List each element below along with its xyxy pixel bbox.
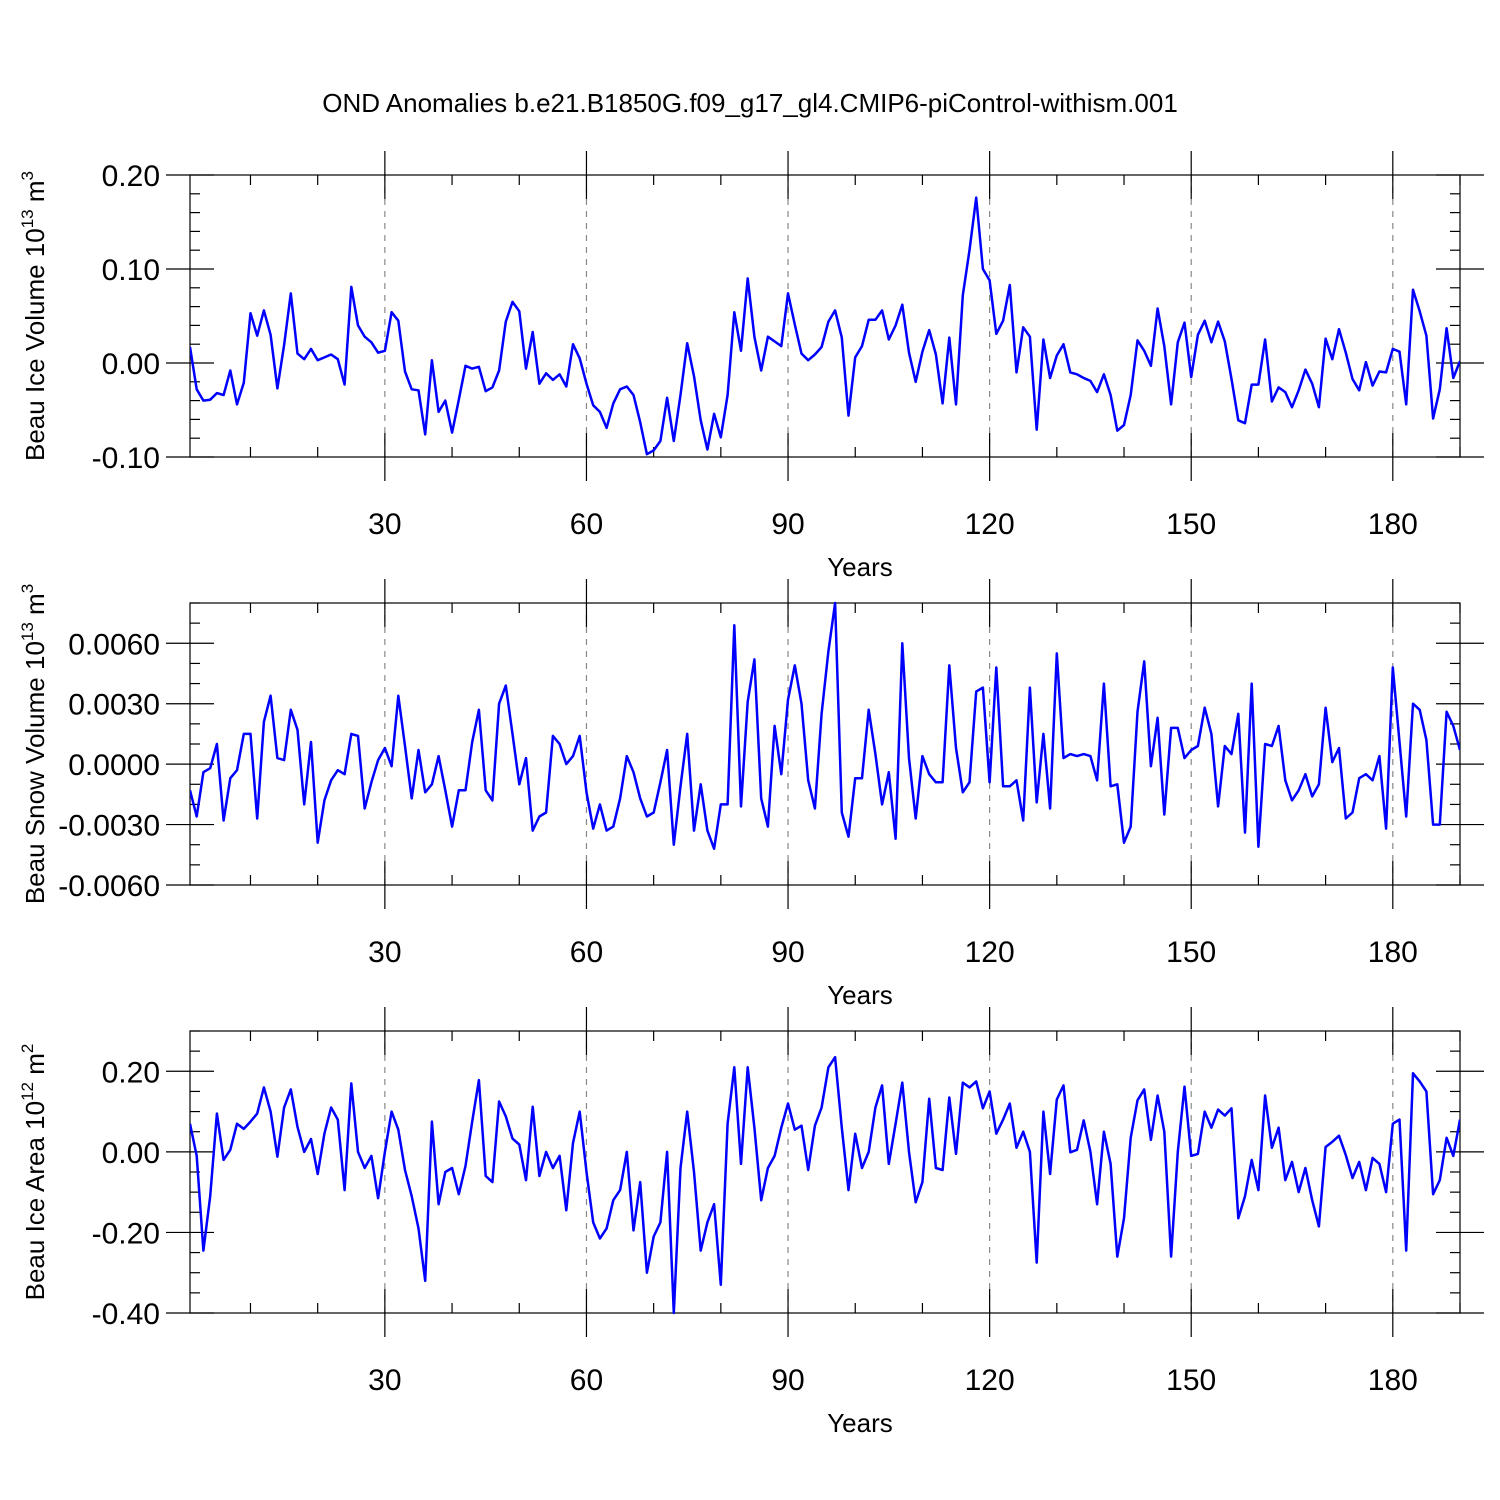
y-tick-label: 0.0030 xyxy=(68,689,160,722)
x-axis-label: Years xyxy=(827,980,893,1010)
figure-title: OND Anomalies b.e21.B1850G.f09_g17_gl4.C… xyxy=(322,88,1178,118)
y-tick-label: 0.0000 xyxy=(68,749,160,782)
series-line-volume xyxy=(190,198,1460,455)
y-axis-label: Beau Ice Volume 1013 m3 xyxy=(18,171,50,461)
y-tick-label: 0.20 xyxy=(102,1056,160,1089)
x-tick-label: 120 xyxy=(965,1364,1015,1397)
x-tick-label: 60 xyxy=(570,936,603,969)
y-tick-label: 0.00 xyxy=(102,1137,160,1170)
x-tick-label: 150 xyxy=(1166,1364,1216,1397)
y-tick-label: -0.40 xyxy=(92,1298,160,1331)
series-line-area xyxy=(190,1057,1460,1313)
y-tick-label: -0.10 xyxy=(92,442,160,475)
y-axis-label-main: Beau Ice Area 10 xyxy=(20,1101,50,1300)
y-axis-label-unit: m xyxy=(20,180,50,209)
y-tick-label: 0.20 xyxy=(102,160,160,193)
panel-snow: 30 60 90 120 150 180 -0.0060 -0.0030 0.0000 0.003… xyxy=(18,579,1484,1010)
x-axis-label: Years xyxy=(827,552,893,582)
y-tick-label: 0.0060 xyxy=(68,628,160,661)
series-line-snow xyxy=(190,603,1460,849)
x-tick-label: 30 xyxy=(368,1364,401,1397)
plot-frame xyxy=(190,175,1460,457)
x-tick-label: 120 xyxy=(965,508,1015,541)
y-axis-label-unit-exponent: 3 xyxy=(18,171,37,180)
y-tick-label: -0.0060 xyxy=(58,870,160,903)
x-axis-label: Years xyxy=(827,1408,893,1438)
x-tick-label: 150 xyxy=(1166,936,1216,969)
y-tick-label: 0.00 xyxy=(102,348,160,381)
y-axis-label-main: Beau Ice Volume 10 xyxy=(20,228,50,461)
y-axis-label-main: Beau Snow Volume 10 xyxy=(20,641,50,904)
panel-area: 30 60 90 120 150 180 -0.40 -0.20 0.00 0.20 Years Be… xyxy=(18,1007,1484,1438)
y-axis-label: Beau Snow Volume 1013 m3 xyxy=(18,584,50,904)
plot-frame xyxy=(190,1031,1460,1313)
y-axis-label-unit-exponent: 2 xyxy=(18,1044,37,1053)
y-axis-label-exponent: 12 xyxy=(18,1082,37,1101)
x-tick-label: 150 xyxy=(1166,508,1216,541)
y-tick-label: -0.0030 xyxy=(58,810,160,843)
x-tick-label: 180 xyxy=(1368,1364,1418,1397)
x-tick-label: 120 xyxy=(965,936,1015,969)
y-axis-label-unit: m xyxy=(20,593,50,622)
x-tick-label: 90 xyxy=(771,936,804,969)
x-tick-label: 180 xyxy=(1368,508,1418,541)
x-tick-label: 60 xyxy=(570,1364,603,1397)
y-axis-label-exponent: 13 xyxy=(18,209,37,228)
x-tick-label: 30 xyxy=(368,508,401,541)
y-axis-label: Beau Ice Area 1012 m2 xyxy=(18,1044,50,1301)
panels: 30 60 90 120 150 180 -0.10 0.00 0.10 0.20 Years Bea… xyxy=(18,151,1484,1438)
x-tick-label: 180 xyxy=(1368,936,1418,969)
x-tick-label: 30 xyxy=(368,936,401,969)
panel-volume: 30 60 90 120 150 180 -0.10 0.00 0.10 0.20 Years Bea… xyxy=(18,151,1484,582)
y-tick-label: 0.10 xyxy=(102,254,160,287)
x-tick-label: 90 xyxy=(771,1364,804,1397)
x-tick-label: 90 xyxy=(771,508,804,541)
x-tick-label: 60 xyxy=(570,508,603,541)
y-axis-label-exponent: 13 xyxy=(18,622,37,641)
y-axis-label-unit: m xyxy=(20,1053,50,1082)
y-axis-label-unit-exponent: 3 xyxy=(18,584,37,593)
y-tick-label: -0.20 xyxy=(92,1217,160,1250)
